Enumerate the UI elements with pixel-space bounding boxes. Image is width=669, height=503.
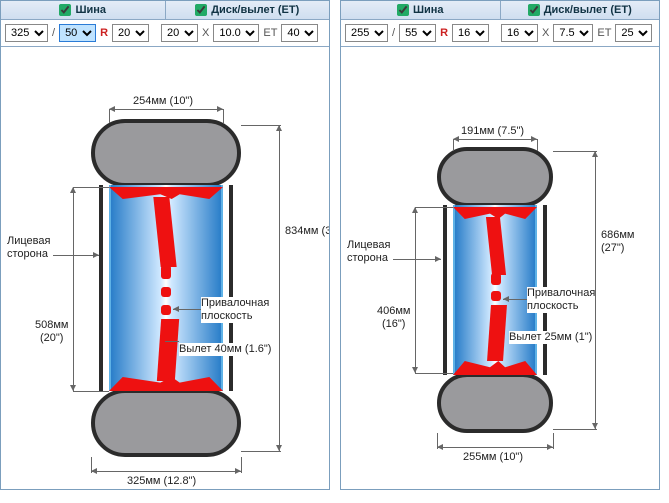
hub-mid [161,287,171,297]
overall-diam-label: 686мм(27") [601,229,634,255]
r-label: R [99,27,109,39]
x-label: X [201,27,210,39]
diagram-left: 254мм (10") 834мм (32.8") 508мм(20") [1,47,329,489]
tire-width-select[interactable]: 325 [5,24,48,42]
offset-label: Вылет 25мм (1") [509,331,592,344]
slash: / [51,27,56,39]
mounting-label: Привалочнаяплоскость [527,287,595,313]
tire-panel-left: Шина Диск/вылет (ET) 325 / 50 R 20 20 X … [0,0,330,490]
wheel-diam-select[interactable]: 16 [501,24,538,42]
tread-bottom [91,389,241,457]
rim-diam-label: 508мм(20") [35,319,68,345]
hub-top [491,273,501,285]
tire-rim-select[interactable]: 16 [452,24,489,42]
tire-header: Шина [1,1,166,20]
mounting-label: Привалочнаяплоскость [201,297,269,323]
overall-width-label: 325мм (12.8") [127,475,196,488]
panel-header: Шина Диск/вылет (ET) [341,1,659,20]
overall-width-label: 255мм (10") [463,451,523,464]
controls-row: 325 / 50 R 20 20 X 10.0 ET 40 [1,20,329,47]
wheel-header-label: Диск/вылет (ET) [211,4,299,16]
rim-width-label: 254мм (10") [133,95,193,108]
et-label: ET [596,27,612,39]
wheel-checkbox[interactable] [528,4,540,16]
tread-top [91,119,241,187]
rim-width-label: 191мм (7.5") [461,125,524,138]
wheel-header-label: Диск/вылет (ET) [544,4,632,16]
hub-top [161,265,171,279]
tire-aspect-select[interactable]: 55 [399,24,436,42]
panel-header: Шина Диск/вылет (ET) [1,1,329,20]
tread-bottom [437,373,553,433]
diagram-right: 191мм (7.5") 686мм(27") 406мм(16") [341,47,659,489]
tire-header-label: Шина [413,4,444,16]
tire-checkbox[interactable] [397,4,409,16]
tire-aspect-select[interactable]: 50 [59,24,96,42]
tire-panel-right: Шина Диск/вылет (ET) 255 / 55 R 16 16 X … [340,0,660,490]
wheel-header: Диск/вылет (ET) [166,1,330,20]
x-label: X [541,27,550,39]
et-label: ET [262,27,278,39]
rim-diam-label: 406мм(16") [377,305,410,331]
tire-rim-select[interactable]: 20 [112,24,149,42]
offset-label: Вылет 40мм (1.6") [179,343,271,356]
tire-header-label: Шина [75,4,106,16]
face-side-label: Лицеваясторона [7,235,50,261]
controls-row: 255 / 55 R 16 16 X 7.5 ET 25 [341,20,659,47]
tire-width-select[interactable]: 255 [345,24,388,42]
slash: / [391,27,396,39]
hub-mid [491,291,501,301]
wheel-diam-select[interactable]: 20 [161,24,198,42]
wheel-checkbox[interactable] [195,4,207,16]
wheel-et-select[interactable]: 25 [615,24,652,42]
face-side-label: Лицеваясторона [347,239,390,265]
wheel-et-select[interactable]: 40 [281,24,318,42]
tire-header: Шина [341,1,501,20]
hub-mid2 [161,305,171,315]
r-label: R [439,27,449,39]
overall-diam-label: 834мм (32.8") [285,225,329,238]
wheel-width-select[interactable]: 10.0 [213,24,259,42]
tire-checkbox[interactable] [59,4,71,16]
wheel-header: Диск/вылет (ET) [501,1,660,20]
tread-top [437,147,553,207]
wheel-width-select[interactable]: 7.5 [553,24,593,42]
